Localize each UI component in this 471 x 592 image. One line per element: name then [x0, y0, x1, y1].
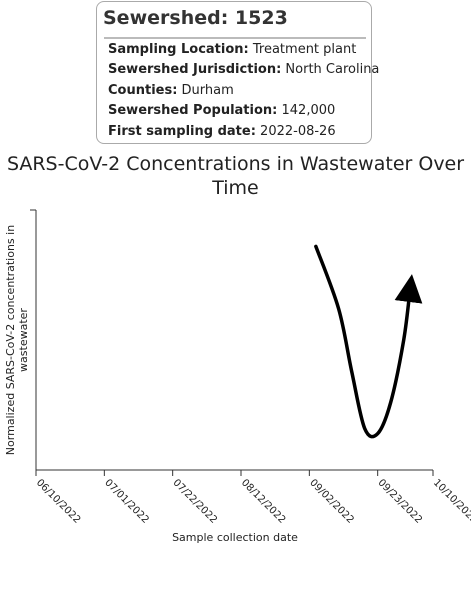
sewershed-info-card: Sewershed: 1523 Sampling Location: Treat…	[96, 1, 379, 144]
x-tick-label: 10/10/2022	[431, 477, 471, 526]
x-axis-label: Sample collection date	[172, 531, 298, 544]
x-ticks: 06/10/2022 07/01/2022 07/22/2022 08/12/2022…	[34, 470, 471, 526]
y-axis-label-line-1: Normalized SARS-CoV-2 concentrations in	[4, 225, 17, 455]
x-tick-label: 09/02/2022	[307, 477, 356, 526]
info-value: 142,000	[281, 103, 336, 119]
x-tick-label: 08/12/2022	[239, 477, 288, 526]
info-row-population: Sewershed Population: 142,000	[108, 101, 379, 121]
y-axis-label-line-2: wastewater	[17, 308, 30, 372]
info-label: Counties:	[108, 82, 178, 98]
info-value: North Carolina	[285, 62, 380, 78]
x-tick-label: 09/23/2022	[376, 477, 425, 526]
info-row-first-sampling: First sampling date: 2022-08-26	[108, 122, 379, 142]
info-value: Treatment plant	[252, 42, 357, 57]
info-label: Sampling Location:	[108, 42, 249, 57]
info-value: Durham	[181, 82, 234, 98]
info-divider	[104, 37, 366, 39]
sewershed-title: Sewershed: 1523	[103, 7, 288, 29]
series-line	[314, 244, 423, 439]
x-tick-label: 07/01/2022	[102, 477, 151, 526]
info-label: First sampling date:	[108, 123, 256, 139]
x-tick-label: 07/22/2022	[171, 477, 220, 526]
info-row-counties: Counties: Durham	[108, 81, 379, 101]
x-tick-label: 06/10/2022	[34, 477, 83, 526]
info-label: Sewershed Population:	[108, 103, 278, 119]
info-row-jurisdiction: Sewershed Jurisdiction: North Carolina	[108, 60, 379, 80]
info-value: 2022-08-26	[260, 123, 336, 139]
info-rows: Sampling Location: Treatment plant Sewer…	[108, 40, 379, 142]
info-row-sampling-location: Sampling Location: Treatment plant	[108, 40, 379, 60]
y-axis-label: Normalized SARS-CoV-2 concentrations inw…	[4, 225, 30, 455]
chart-title: SARS-CoV-2 Concentrations in Wastewater …	[6, 153, 465, 199]
info-label: Sewershed Jurisdiction:	[108, 62, 282, 78]
